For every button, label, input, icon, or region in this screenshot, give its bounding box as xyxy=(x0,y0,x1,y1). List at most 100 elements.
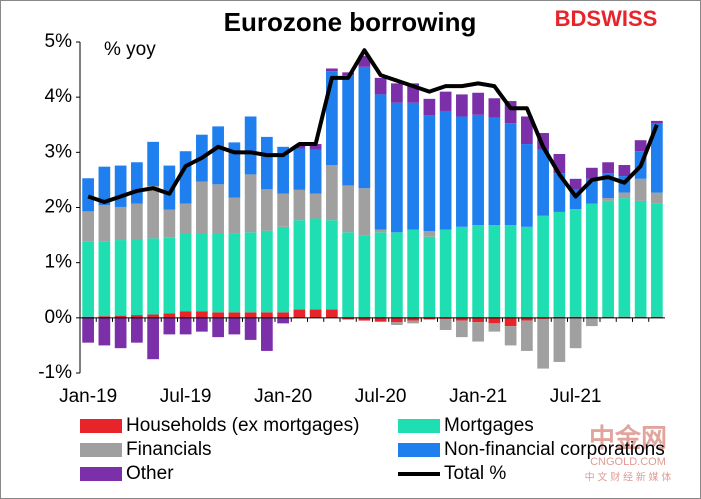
bar-segment xyxy=(293,189,306,221)
bar-segment xyxy=(569,317,582,349)
bar-segment xyxy=(309,193,322,219)
bar-segment xyxy=(423,115,436,232)
bar-segment xyxy=(114,240,127,316)
legend-label: Non-financial corporations xyxy=(444,439,665,460)
bar-segment xyxy=(163,317,176,335)
bar-segment xyxy=(163,209,176,238)
bar-segment xyxy=(228,233,241,313)
bar-segment xyxy=(326,71,338,166)
bar-segment xyxy=(212,126,224,185)
legend-label: Households (ex mortgages) xyxy=(126,415,359,436)
bar-segment xyxy=(586,167,598,179)
bar-segment xyxy=(228,317,241,335)
bar-segment xyxy=(82,178,94,212)
bar-segment xyxy=(212,312,224,318)
bar-segment xyxy=(163,237,176,314)
bar-segment xyxy=(634,178,647,201)
bar-segment xyxy=(147,314,159,318)
bar-segment xyxy=(407,320,419,324)
bar-segment xyxy=(472,317,484,323)
bar-segment xyxy=(521,320,533,351)
bar-segment xyxy=(196,311,208,318)
bar-segment xyxy=(261,317,273,351)
bar-segment xyxy=(196,233,208,312)
bar-segment xyxy=(309,149,322,194)
bar-segment xyxy=(488,98,501,118)
bar-segment xyxy=(147,238,159,315)
bar-segment xyxy=(472,92,484,115)
bar-segment xyxy=(98,205,111,242)
bar-segment xyxy=(504,326,517,346)
bar-segment xyxy=(131,162,143,204)
bar-segment xyxy=(261,136,273,190)
bar-segment xyxy=(521,226,533,318)
bar-segment xyxy=(261,312,273,318)
bar-segment xyxy=(391,317,403,323)
bar-segment xyxy=(472,114,484,226)
bar-segment xyxy=(586,316,598,318)
bar-segment xyxy=(147,185,159,239)
bar-segment xyxy=(439,91,452,111)
bar-segment xyxy=(358,55,371,67)
bar-segment xyxy=(537,317,549,319)
bar-segment xyxy=(586,317,598,327)
bar-segment xyxy=(553,317,566,362)
bar-segment xyxy=(342,232,354,318)
watermark: 中金网 xyxy=(589,423,667,453)
y-axis-label: % yoy xyxy=(104,39,156,60)
bar-segment xyxy=(244,174,257,233)
y-tick-label: 0% xyxy=(45,307,73,328)
bar-segment xyxy=(277,193,289,227)
bar-segment xyxy=(439,110,452,230)
bar-segment xyxy=(326,309,338,318)
bar-segment xyxy=(391,232,403,318)
bar-segment xyxy=(212,233,224,313)
y-tick-label: 2% xyxy=(45,197,73,218)
bar-segment xyxy=(537,215,549,318)
bar-segment xyxy=(586,178,598,204)
bar-segment xyxy=(602,173,614,199)
bar-segment xyxy=(374,317,387,322)
bar-segment xyxy=(114,317,127,349)
bar-segment xyxy=(244,116,257,175)
bar-segment xyxy=(569,316,582,318)
bar-segment xyxy=(358,66,371,189)
bar-segment xyxy=(602,162,614,174)
legend-swatch xyxy=(80,419,122,433)
bar-segment xyxy=(196,317,208,332)
bar-segment xyxy=(82,211,94,242)
bar-segment xyxy=(179,317,192,335)
bar-segment xyxy=(293,309,306,318)
bar-segment xyxy=(504,225,517,318)
bar-segment xyxy=(261,230,273,313)
bar-segment xyxy=(228,142,241,198)
total-line xyxy=(87,48,659,204)
bar-segment xyxy=(439,318,452,330)
x-tick-label: Jul-21 xyxy=(550,386,602,407)
bar-segment xyxy=(342,72,354,76)
bar-segment xyxy=(82,241,94,317)
bar-segment xyxy=(423,98,436,116)
bar-segment xyxy=(374,229,387,233)
bar-segment xyxy=(618,192,631,199)
legend-label: Financials xyxy=(126,439,212,460)
bar-segment xyxy=(293,220,306,310)
bar-segment xyxy=(342,75,354,186)
bar-segment xyxy=(131,239,143,316)
bar-segment xyxy=(82,317,94,343)
bar-segment xyxy=(342,317,354,320)
bar-segment xyxy=(423,231,436,237)
bar-segment xyxy=(634,316,647,318)
bar-segment xyxy=(163,165,176,210)
bar-segment xyxy=(602,198,614,201)
bar-segment xyxy=(488,317,501,324)
bar-segment xyxy=(439,229,452,318)
bar-segment xyxy=(602,200,614,317)
legend-swatch xyxy=(80,467,122,481)
bar-segment xyxy=(456,94,468,117)
bar-segment xyxy=(553,153,566,174)
bar-segment xyxy=(407,102,419,230)
bar-segment xyxy=(179,151,192,204)
bar-segment xyxy=(602,316,614,318)
